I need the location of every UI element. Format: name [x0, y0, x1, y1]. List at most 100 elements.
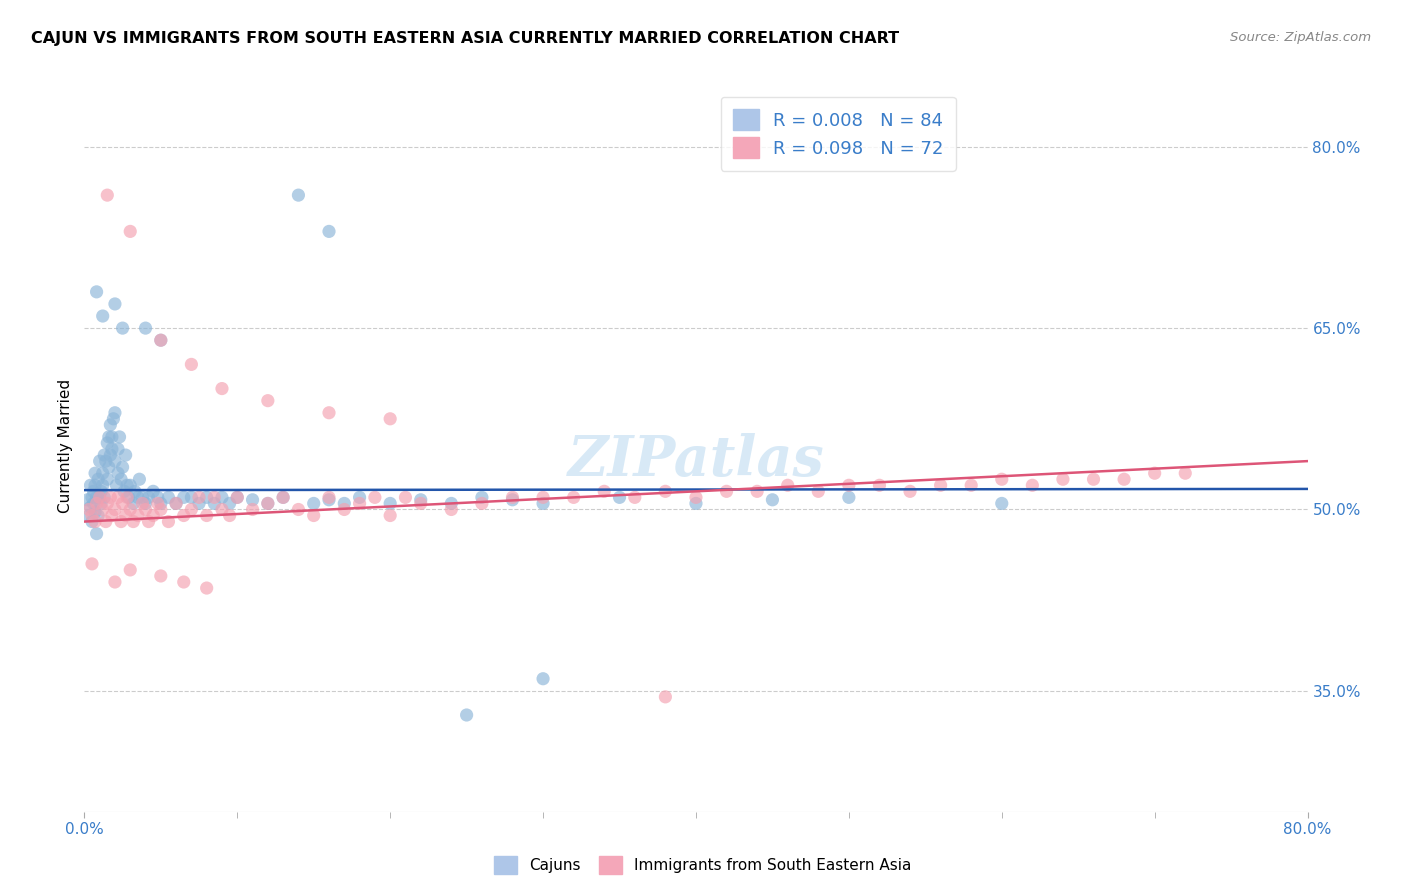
Point [991, 472, 1014, 486]
Point [531, 491, 554, 505]
Point [120, 502, 142, 516]
Point [685, 496, 707, 510]
Point [103, 412, 125, 426]
Point [142, 508, 165, 523]
Point [195, 581, 218, 595]
Point [898, 484, 921, 499]
Point [128, 472, 150, 486]
Point [1083, 472, 1105, 486]
Point [471, 496, 494, 510]
Point [188, 491, 211, 505]
Point [180, 502, 202, 516]
Point [333, 496, 356, 510]
Point [124, 484, 146, 499]
Point [80, 557, 103, 571]
Point [111, 460, 134, 475]
Point [142, 484, 165, 499]
Point [502, 492, 524, 507]
Point [349, 491, 371, 505]
Point [131, 496, 153, 510]
Point [96, 436, 118, 450]
Point [91, 466, 114, 480]
Legend: Cajuns, Immigrants from South Eastern Asia: Cajuns, Immigrants from South Eastern As… [488, 850, 918, 880]
Point [84, 478, 107, 492]
Point [80, 508, 103, 523]
Point [84, 515, 107, 529]
Point [440, 496, 463, 510]
Point [180, 491, 202, 505]
Point [165, 496, 187, 510]
Point [89, 491, 111, 505]
Point [1021, 478, 1043, 492]
Point [165, 496, 187, 510]
Point [257, 393, 280, 408]
Point [131, 491, 153, 505]
Point [202, 491, 225, 505]
Point [157, 491, 180, 505]
Point [211, 491, 233, 505]
Point [364, 491, 387, 505]
Point [104, 454, 127, 468]
Point [173, 508, 195, 523]
Point [110, 515, 132, 529]
Point [115, 491, 138, 505]
Point [127, 508, 149, 523]
Point [838, 491, 860, 505]
Point [146, 491, 169, 505]
Point [991, 496, 1014, 510]
Point [94, 454, 117, 468]
Point [349, 496, 371, 510]
Point [138, 515, 160, 529]
Point [89, 454, 111, 468]
Point [94, 515, 117, 529]
Point [149, 496, 172, 510]
Point [318, 491, 340, 505]
Point [188, 496, 211, 510]
Point [111, 321, 134, 335]
Point [716, 484, 738, 499]
Point [257, 496, 280, 510]
Point [91, 478, 114, 492]
Point [302, 508, 325, 523]
Point [257, 496, 280, 510]
Point [180, 358, 202, 372]
Point [135, 321, 157, 335]
Point [333, 502, 356, 516]
Point [76, 492, 98, 507]
Point [409, 492, 432, 507]
Point [195, 508, 218, 523]
Point [89, 491, 111, 505]
Point [84, 505, 107, 519]
Point [87, 508, 110, 523]
Point [104, 502, 127, 516]
Point [122, 515, 145, 529]
Point [173, 491, 195, 505]
Point [654, 690, 676, 704]
Point [271, 491, 294, 505]
Point [93, 491, 115, 505]
Point [624, 491, 647, 505]
Point [226, 491, 249, 505]
Point [211, 382, 233, 396]
Point [149, 333, 172, 347]
Point [318, 224, 340, 238]
Point [86, 526, 108, 541]
Point [440, 502, 463, 516]
Point [654, 484, 676, 499]
Point [104, 574, 127, 589]
Point [98, 448, 121, 462]
Point [77, 502, 100, 516]
Point [111, 496, 134, 510]
Point [101, 508, 124, 523]
Text: Source: ZipAtlas.com: Source: ZipAtlas.com [1230, 31, 1371, 45]
Point [120, 563, 142, 577]
Point [114, 508, 136, 523]
Point [108, 430, 131, 444]
Point [226, 491, 249, 505]
Point [502, 491, 524, 505]
Point [90, 496, 112, 510]
Point [127, 491, 149, 505]
Point [593, 484, 616, 499]
Point [409, 496, 432, 510]
Point [91, 309, 114, 323]
